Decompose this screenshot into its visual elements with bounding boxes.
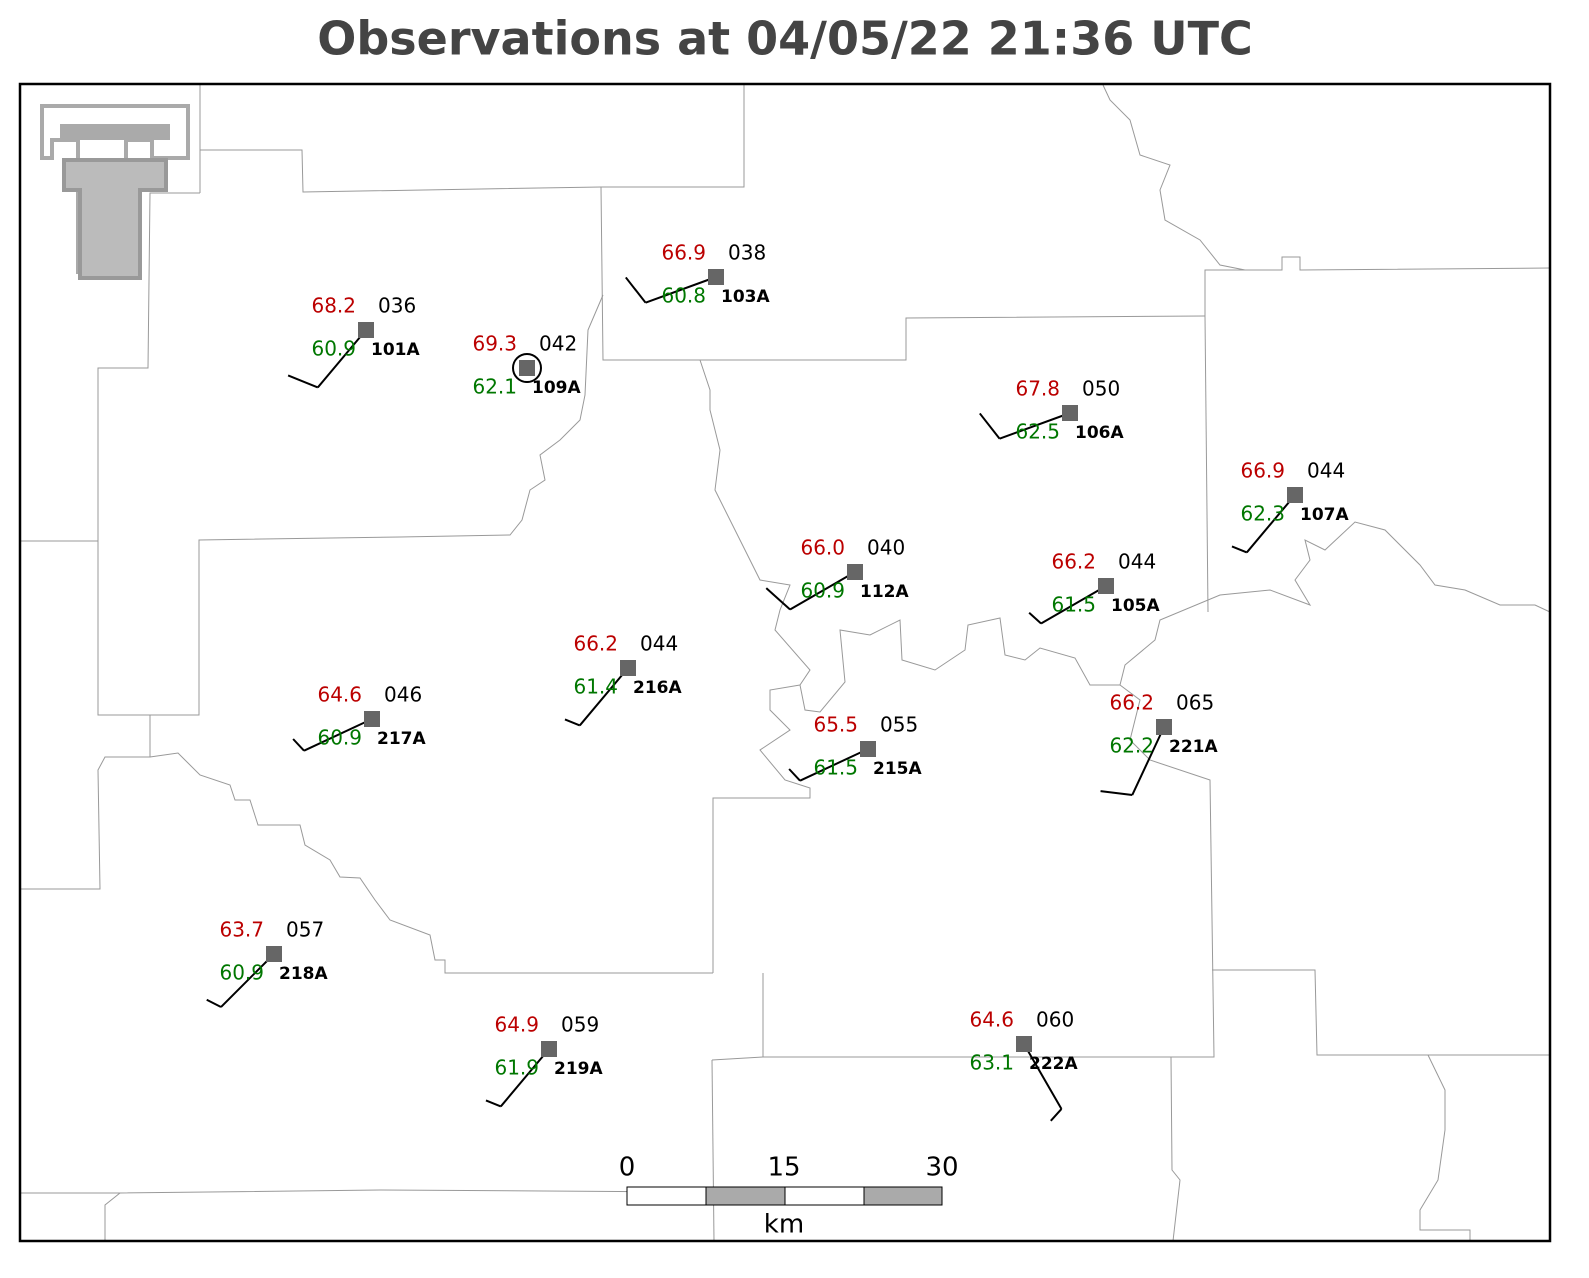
- wind-barb: [788, 748, 869, 782]
- dewpoint: 60.9: [317, 726, 362, 750]
- station-marker: [1098, 578, 1114, 594]
- wind-barb: [287, 329, 367, 389]
- wind-barb: [292, 718, 373, 752]
- dewpoint: 60.9: [311, 337, 356, 361]
- dewpoint: 62.5: [1015, 420, 1060, 444]
- station-marker: [266, 946, 282, 962]
- county-lines: [20, 84, 1551, 1242]
- station-id: 107A: [1300, 505, 1349, 525]
- station-id: 101A: [371, 340, 420, 360]
- pressure: 044: [1307, 459, 1345, 483]
- station-marker: [860, 741, 876, 757]
- calm-circle: [512, 353, 542, 383]
- pressure: 046: [384, 683, 422, 707]
- wind-barb: [1028, 585, 1107, 625]
- dewpoint: 61.9: [494, 1056, 539, 1080]
- station-id: 103A: [721, 287, 770, 307]
- dewpoint: 60.9: [800, 579, 845, 603]
- dewpoint: 62.3: [1240, 502, 1285, 526]
- station-id: 106A: [1075, 423, 1124, 443]
- station-marker: [1287, 487, 1303, 503]
- dewpoint: 60.8: [661, 284, 706, 308]
- temperature: 66.2: [1109, 691, 1154, 715]
- station-marker: [847, 564, 863, 580]
- pressure: 038: [728, 241, 766, 265]
- dewpoint: 62.2: [1109, 734, 1154, 758]
- logo: [40, 104, 190, 280]
- temperature: 64.9: [494, 1013, 539, 1037]
- wind-barb: [1231, 494, 1296, 554]
- station-marker: [358, 322, 374, 338]
- temperature: 66.2: [1051, 550, 1096, 574]
- pressure: 040: [867, 536, 905, 560]
- temperature: 64.6: [317, 683, 362, 707]
- station-marker: [620, 660, 636, 676]
- pressure: 059: [561, 1013, 599, 1037]
- station-marker: [364, 711, 380, 727]
- temperature: 66.2: [573, 632, 618, 656]
- station-id: 219A: [554, 1059, 603, 1079]
- dewpoint: 60.9: [219, 961, 264, 985]
- wind-barb: [485, 1048, 550, 1108]
- dewpoint: 61.4: [573, 675, 618, 699]
- station-id: 105A: [1111, 596, 1160, 616]
- station-marker: [708, 269, 724, 285]
- scale-label: 15: [767, 1153, 800, 1183]
- pressure: 050: [1082, 377, 1120, 401]
- station-marker: [1156, 719, 1172, 735]
- wind-barb: [1100, 726, 1165, 796]
- scale-label: 0: [619, 1153, 636, 1183]
- wind-barb: [979, 412, 1071, 440]
- station-id: 109A: [532, 378, 581, 398]
- station-id: 217A: [377, 729, 426, 749]
- temperature: 68.2: [311, 294, 356, 318]
- station-id: 215A: [873, 759, 922, 779]
- station-marker: [1062, 405, 1078, 421]
- wind-barb: [765, 571, 856, 611]
- wind-barb: [206, 953, 275, 1008]
- temperature: 66.9: [661, 241, 706, 265]
- temperature: 69.3: [472, 332, 517, 356]
- wind-barb: [564, 667, 629, 727]
- scale-unit: km: [764, 1210, 804, 1240]
- pressure: 055: [880, 713, 918, 737]
- pressure: 057: [286, 918, 324, 942]
- temperature: 66.9: [1240, 459, 1285, 483]
- map-frame: [18, 82, 1552, 1243]
- pressure: 044: [640, 632, 678, 656]
- station-marker: [1016, 1036, 1032, 1052]
- temperature: 65.5: [813, 713, 858, 737]
- wind-barb: [1023, 1043, 1063, 1122]
- dewpoint: 63.1: [969, 1051, 1014, 1075]
- station-id: 216A: [633, 678, 682, 698]
- wind-barb: [625, 276, 717, 304]
- pressure: 036: [378, 294, 416, 318]
- station-id: 218A: [279, 964, 328, 984]
- station-id: 222A: [1029, 1054, 1078, 1074]
- dewpoint: 61.5: [813, 756, 858, 780]
- temperature: 64.6: [969, 1008, 1014, 1032]
- pressure: 060: [1036, 1008, 1074, 1032]
- station-marker: [541, 1041, 557, 1057]
- temperature: 63.7: [219, 918, 264, 942]
- pressure: 042: [539, 332, 577, 356]
- station-id: 112A: [860, 582, 909, 602]
- pressure: 065: [1176, 691, 1214, 715]
- stations: 68.2 60.9 036 101A 69.3 62.1 042 109A 66.9 60.8 03…: [206, 241, 1349, 1122]
- temperature: 67.8: [1015, 377, 1060, 401]
- temperature: 66.0: [800, 536, 845, 560]
- dewpoint: 62.1: [472, 375, 517, 399]
- station-id: 221A: [1169, 737, 1218, 757]
- scale-label: 30: [925, 1153, 958, 1183]
- dewpoint: 61.5: [1051, 593, 1096, 617]
- station-marker: [519, 360, 535, 376]
- title: Observations at 04/05/22 21:36 UTC: [317, 12, 1252, 66]
- scale-bar: 0 15 30 km: [619, 1153, 959, 1240]
- pressure: 044: [1118, 550, 1156, 574]
